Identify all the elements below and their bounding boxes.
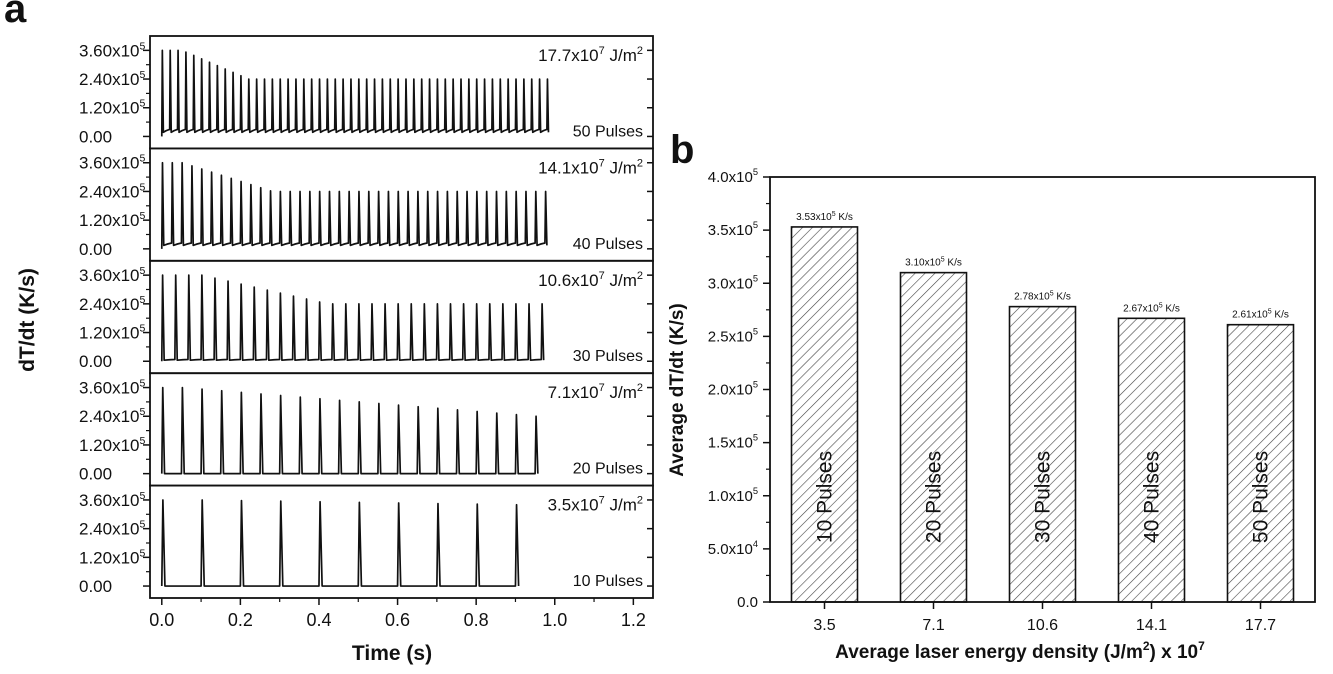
x-tick-label: 1.2 (621, 610, 646, 630)
y-tick-label: 3.60x105 (79, 153, 146, 173)
y-tick-label: 4.0x105 (708, 167, 758, 186)
panel-a-x-axis: 0.0 0.2 0.4 0.6 0.8 1.0 1.2 (149, 598, 646, 630)
x-tick-label: 3.5 (813, 617, 835, 634)
y-tick-label: 2.40x105 (79, 519, 146, 539)
pulse-trace (160, 161, 548, 249)
x-tick-label: 0.4 (306, 610, 331, 630)
pulses-label: 40 Pulses (573, 236, 643, 253)
y-tick-label: 3.5x105 (708, 220, 758, 239)
bar-3.5 (790, 226, 859, 603)
panel-a-letter: a (4, 0, 27, 31)
pulse-trace (160, 274, 545, 362)
y-tick-label: 1.20x105 (79, 435, 146, 455)
y-tick-label: 3.0x105 (708, 273, 758, 292)
x-tick-label: 17.7 (1245, 617, 1276, 634)
subplot-40-pulses: 0.00 1.20x105 2.40x105 3.60x105 14.1x107 J/m… (79, 147, 654, 262)
subplot-20-pulses: 0.00 1.20x105 2.40x105 3.60x105 7.1x107 J/m2… (79, 372, 654, 487)
panel-a-subplots: 0.00 1.20x105 2.40x105 3.60x105 17.7x107 J/m… (79, 35, 654, 599)
subplot-frame (149, 484, 654, 599)
bar-value-label: 2.67x105 K/s (1123, 302, 1180, 314)
bar-7.1 (899, 271, 968, 603)
y-tick-label: 1.20x105 (79, 547, 146, 567)
x-tick-label: 0.0 (149, 610, 174, 630)
bar-value-label: 3.53x105 K/s (796, 211, 853, 223)
panel-a: a 0.00 1.20x105 2.40x105 3.60x105 17.7x107 J… (4, 0, 654, 665)
bar-value-label: 2.61x105 K/s (1232, 309, 1289, 321)
pulse-trace (160, 386, 539, 475)
x-tick-label: 0.2 (228, 610, 253, 630)
subplot-50-pulses: 0.00 1.20x105 2.40x105 3.60x105 17.7x107 J/m… (79, 35, 654, 150)
y-tick-label: 1.20x105 (79, 98, 146, 118)
x-tick-label: 10.6 (1027, 617, 1058, 634)
x-tick-label: 1.0 (542, 610, 567, 630)
pulses-label: 30 Pulses (573, 348, 643, 365)
bar-pulses-label: 20 Pulses (923, 451, 946, 543)
bar-pulses-label: 40 Pulses (1141, 451, 1164, 543)
y-tick-label: 3.60x105 (79, 490, 146, 510)
x-tick-label: 14.1 (1136, 617, 1167, 634)
pulse-trace (160, 49, 550, 137)
y-tick-label: 0.0 (737, 594, 758, 611)
y-tick-label: 3.60x105 (79, 265, 146, 285)
y-tick-label: 1.20x105 (79, 210, 146, 230)
panel-a-x-axis-label: Time (s) (352, 642, 432, 665)
energy-density-label: 10.6x107 J/m2 (538, 270, 643, 290)
y-tick-label: 2.5x105 (708, 326, 758, 345)
x-tick-label: 7.1 (922, 617, 944, 634)
panel-b: b 0.0 5.0x104 1.0x105 1.5x105 2.0x105 2.5x105… (667, 128, 1316, 663)
panel-b-x-axis-label: Average laser energy density (J/m2) x 10… (835, 639, 1205, 663)
energy-density-label: 7.1x107 J/m2 (548, 382, 643, 402)
y-tick-label: 2.40x105 (79, 181, 146, 201)
y-tick-label: 5.0x104 (708, 539, 758, 558)
subplot-30-pulses: 0.00 1.20x105 2.40x105 3.60x105 10.6x107 J/m… (79, 259, 654, 375)
bar-pulses-label: 50 Pulses (1250, 451, 1273, 543)
x-tick-label: 0.8 (464, 610, 489, 630)
y-tick-label: 1.20x105 (79, 323, 146, 343)
bar-10.6 (1008, 305, 1077, 603)
pulses-label: 50 Pulses (573, 123, 643, 140)
bar-pulses-label: 30 Pulses (1032, 451, 1055, 543)
panel-b-y-axis: 0.0 5.0x104 1.0x105 1.5x105 2.0x105 2.5x105 3.… (708, 167, 770, 611)
y-tick-label: 1.5x105 (708, 433, 758, 452)
energy-density-label: 3.5x107 J/m2 (548, 495, 643, 515)
y-tick-label: 0.00 (79, 127, 112, 146)
x-tick-label: 0.6 (385, 610, 410, 630)
panel-a-y-axis-label: dT/dt (K/s) (16, 268, 39, 372)
bar-14.1 (1117, 317, 1186, 603)
y-tick-label: 2.40x105 (79, 69, 146, 89)
y-tick-label: 0.00 (79, 352, 112, 371)
y-tick-label: 0.00 (79, 577, 112, 596)
y-tick-label: 0.00 (79, 240, 112, 259)
y-tick-label: 2.40x105 (79, 406, 146, 426)
y-tick-label: 1.0x105 (708, 486, 758, 505)
subplot-10-pulses: 0.00 1.20x105 2.40x105 3.60x105 3.5x107 J/m2… (79, 484, 654, 599)
y-tick-label: 2.40x105 (79, 294, 146, 314)
panel-b-bars: 3.53x105 K/s 10 Pulses 3.10x105 K/s 20 Puls… (790, 211, 1295, 603)
panel-b-letter: b (670, 128, 694, 172)
y-tick-label: 3.60x105 (79, 40, 146, 60)
energy-density-label: 14.1x107 J/m2 (538, 157, 643, 177)
energy-density-label: 17.7x107 J/m2 (538, 45, 643, 65)
panel-b-x-axis: 3.5 7.1 10.6 14.1 17.7 (813, 602, 1276, 634)
bar-value-label: 3.10x105 K/s (905, 257, 962, 269)
panel-b-y-axis-label: Average dT/dt (K/s) (667, 303, 688, 477)
y-tick-label: 2.0x105 (708, 380, 758, 399)
bar-17.7 (1226, 323, 1295, 603)
bar-value-label: 2.78x105 K/s (1014, 291, 1071, 303)
pulses-label: 20 Pulses (573, 461, 643, 478)
bar-pulses-label: 10 Pulses (814, 451, 837, 543)
pulses-label: 10 Pulses (573, 573, 643, 590)
y-tick-label: 3.60x105 (79, 378, 146, 398)
y-tick-label: 0.00 (79, 465, 112, 484)
pulse-trace (160, 499, 520, 587)
